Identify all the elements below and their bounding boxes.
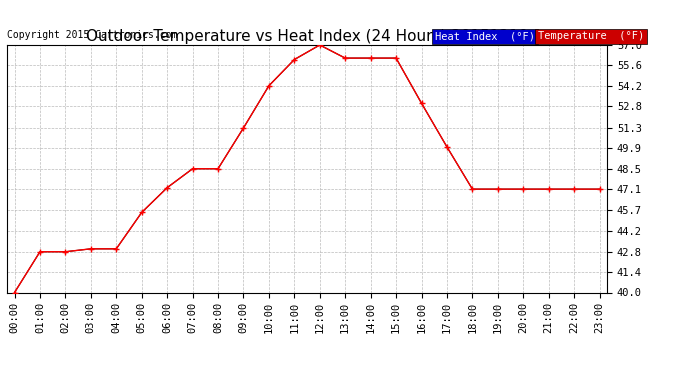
- Title: Outdoor Temperature vs Heat Index (24 Hours) 20151210: Outdoor Temperature vs Heat Index (24 Ho…: [86, 29, 528, 44]
- Text: Heat Index  (°F): Heat Index (°F): [435, 32, 535, 41]
- Text: Temperature  (°F): Temperature (°F): [538, 32, 644, 41]
- Text: Copyright 2015 Cartronics.com: Copyright 2015 Cartronics.com: [7, 30, 177, 39]
